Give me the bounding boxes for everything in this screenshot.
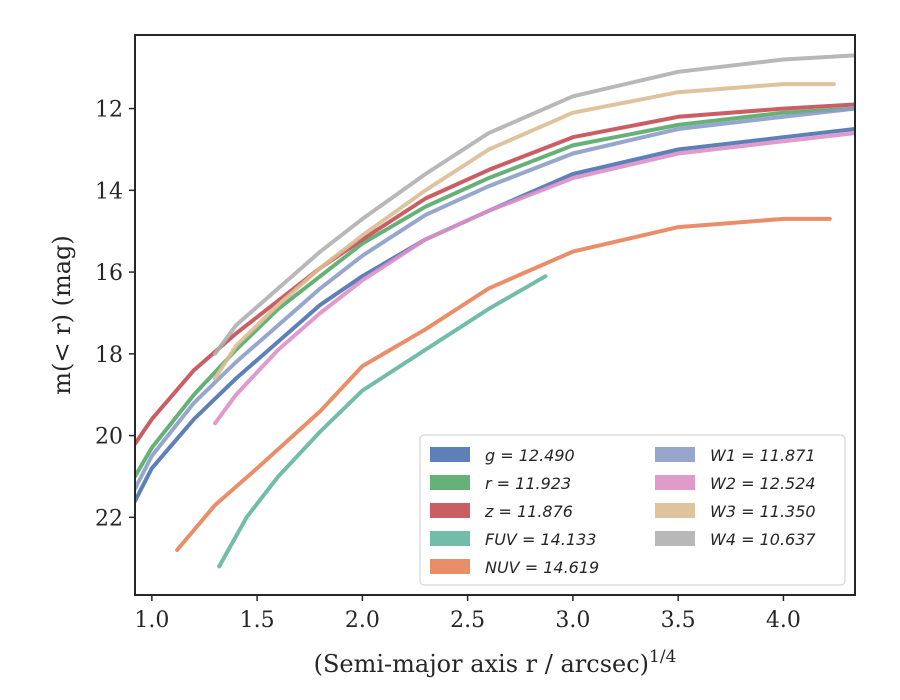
y-tick-label: 16 (95, 261, 123, 286)
x-tick-label: 4.0 (766, 608, 801, 633)
y-tick-label: 22 (95, 506, 123, 531)
y-tick-label: 20 (95, 425, 123, 450)
x-tick-label: 3.0 (555, 608, 590, 633)
legend-items: g = 12.490 r = 11.923 z = 11.876 FUV = 14.1… (430, 446, 816, 577)
x-tick-label: 2.5 (450, 608, 485, 633)
x-axis-label-superscript: 1/4 (649, 647, 676, 667)
series-line-fuv (217, 274, 548, 569)
series-line-g (135, 127, 855, 503)
x-tick-label: 1.5 (240, 608, 275, 633)
x-tick-label: 3.5 (661, 608, 696, 633)
series-line-r (135, 106, 855, 479)
series-line-w3 (213, 82, 836, 381)
legend: g = 12.490 r = 11.923 z = 11.876 FUV = 14.1… (419, 434, 846, 586)
legend-swatch-w2 (655, 475, 695, 490)
y-tick-label: 18 (95, 343, 123, 368)
series-line-w4 (213, 53, 855, 356)
series-line-w2 (213, 131, 855, 426)
series-line-w1 (135, 106, 855, 491)
legend-frame (419, 434, 846, 586)
legend-label-g: g = 12.490 (485, 446, 575, 465)
series-line-z (135, 102, 855, 446)
y-tick-label: 12 (95, 98, 123, 123)
legend-label-w4: W4 = 10.637 (710, 530, 816, 549)
x-axis-label: (Semi-major axis r / arcsec)1/4 (314, 647, 677, 678)
series-layer (135, 53, 855, 569)
legend-swatch-r (430, 475, 470, 490)
legend-swatch-g (430, 447, 470, 462)
x-tick-label: 1.0 (134, 608, 169, 633)
legend-swatch-z (430, 503, 470, 518)
x-axis-label-main: (Semi-major axis r / arcsec) (314, 650, 649, 678)
legend-label-z: z = 11.876 (484, 502, 573, 521)
x-tick-label: 2.0 (345, 608, 380, 633)
ticks-layer: 1.0 1.5 2.0 2.5 3.0 3.5 4.0 12 14 16 18 20 22 (95, 98, 801, 633)
plot-frame (134, 34, 856, 596)
legend-label-w3: W3 = 11.350 (710, 502, 816, 521)
y-tick-label: 14 (95, 179, 123, 204)
legend-swatch-w4 (655, 531, 695, 546)
legend-label-w2: W2 = 12.524 (710, 474, 816, 493)
legend-swatch-nuv (430, 559, 470, 574)
legend-label-nuv: NUV = 14.619 (485, 558, 599, 577)
series-line-nuv (175, 216, 832, 552)
legend-swatch-w3 (655, 503, 695, 518)
legend-swatch-w1 (655, 447, 695, 462)
legend-label-r: r = 11.923 (485, 474, 571, 493)
legend-swatch-fuv (430, 531, 470, 546)
legend-label-fuv: FUV = 14.133 (485, 530, 596, 549)
legend-label-w1: W1 = 11.871 (710, 446, 816, 465)
y-axis-label: m(< r) (mag) (48, 235, 76, 394)
